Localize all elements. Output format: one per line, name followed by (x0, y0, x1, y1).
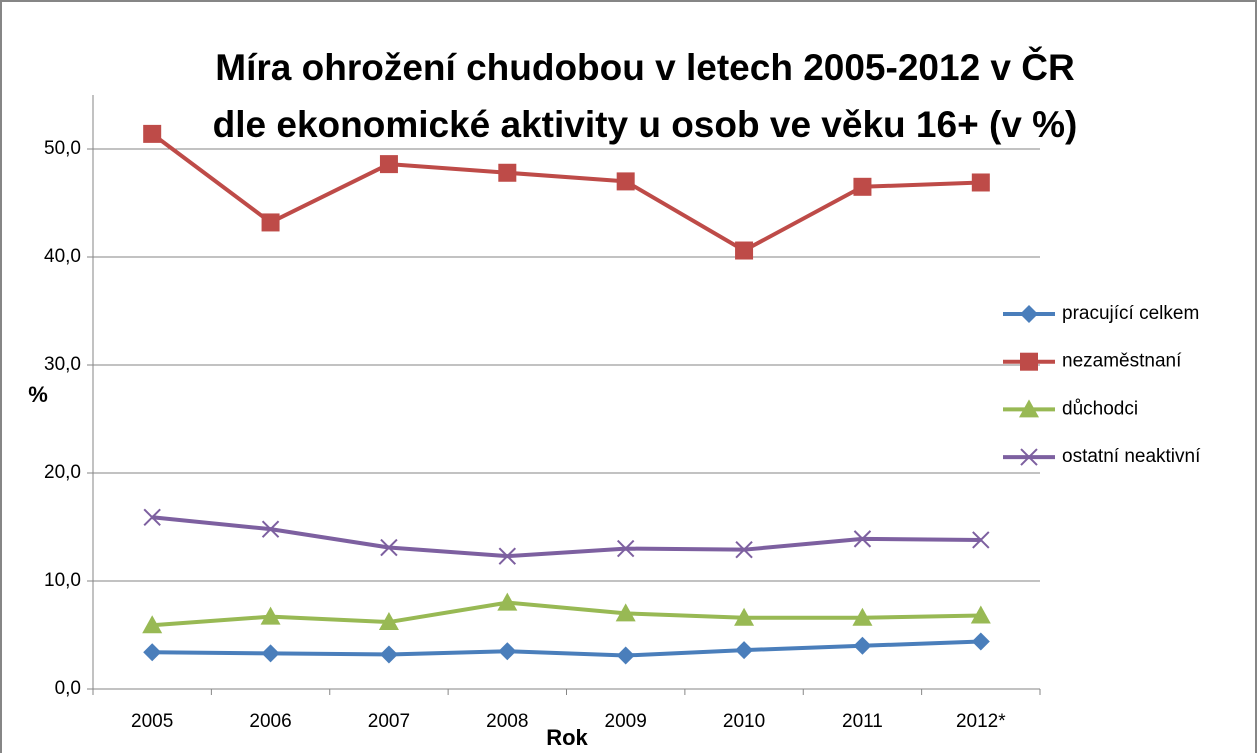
chart-title: Míra ohrožení chudobou v letech 2005-201… (215, 46, 1074, 88)
point (498, 547, 517, 565)
point (734, 607, 755, 626)
point (616, 539, 635, 558)
point (143, 643, 162, 662)
line (152, 639, 981, 658)
point (853, 636, 872, 655)
point (616, 172, 635, 191)
line (151, 515, 981, 559)
line (152, 600, 981, 628)
x-tick-label: 2009 (605, 711, 647, 732)
point (498, 163, 517, 182)
legend-label: důchodci (1062, 398, 1138, 419)
point (735, 540, 753, 559)
y-tick-label: 0,0 (55, 678, 81, 699)
x-tick-label: 2007 (368, 711, 410, 732)
y-tick-label: 50,0 (44, 138, 81, 159)
legend-marker (1019, 399, 1039, 418)
x-tick-label: 2011 (842, 711, 883, 732)
legend-marker (1020, 352, 1038, 371)
legend-label: nezaměstnaní (1062, 351, 1182, 372)
point (735, 241, 754, 260)
point (498, 642, 517, 661)
chart-title: dle ekonomické aktivity u osob ve věku 1… (213, 104, 1078, 145)
point (971, 632, 990, 651)
point (972, 531, 990, 549)
point (853, 177, 872, 196)
point (735, 641, 754, 660)
point (261, 644, 280, 663)
x-tick-label: 2005 (131, 711, 173, 732)
x-tick-label: 2012* (956, 711, 1006, 732)
point (615, 603, 636, 622)
point (616, 646, 635, 665)
y-tick-label: 10,0 (44, 570, 81, 591)
point (379, 155, 398, 174)
legend-label: pracující celkem (1062, 303, 1199, 324)
point (497, 592, 518, 611)
x-axis-label: Rok (546, 725, 588, 750)
point (970, 605, 991, 624)
y-tick-label: 40,0 (44, 246, 81, 267)
point (261, 213, 280, 232)
legend-marker (1020, 448, 1038, 466)
point (260, 606, 281, 625)
point (142, 615, 163, 634)
x-tick-label: 2008 (486, 711, 528, 732)
y-tick-label: 20,0 (44, 462, 81, 483)
point (261, 520, 280, 538)
point (143, 124, 162, 143)
y-tick-label: 30,0 (44, 354, 81, 375)
point (143, 508, 161, 526)
x-tick-label: 2010 (723, 711, 765, 732)
line (150, 132, 981, 253)
point (379, 645, 398, 664)
point (378, 612, 399, 631)
x-tick-label: 2006 (249, 711, 291, 732)
point (852, 607, 873, 626)
point (853, 530, 872, 548)
legend-label: ostatní neaktivní (1062, 446, 1201, 467)
point (380, 538, 398, 557)
y-axis-label: % (28, 382, 48, 407)
legend-marker (1020, 305, 1038, 323)
point (971, 173, 990, 192)
